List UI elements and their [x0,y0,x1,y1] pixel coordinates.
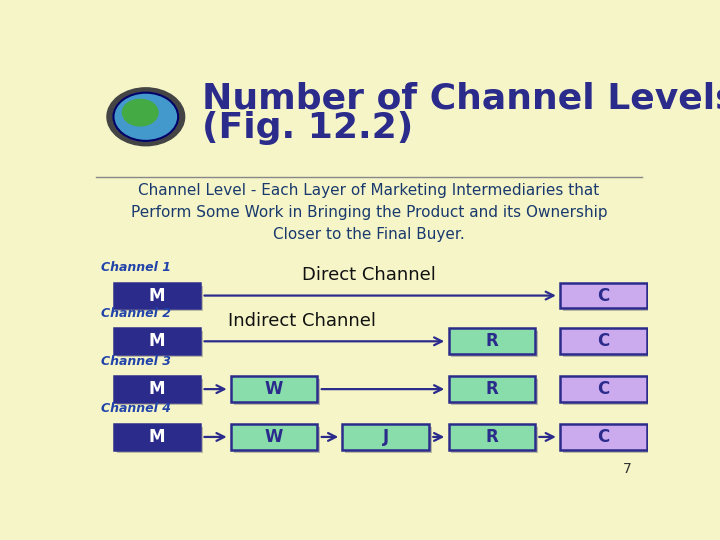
FancyBboxPatch shape [114,328,200,354]
Text: M: M [149,332,165,350]
FancyBboxPatch shape [234,379,320,405]
FancyBboxPatch shape [231,424,318,450]
FancyBboxPatch shape [117,332,203,357]
Text: Indirect Channel: Indirect Channel [228,312,376,329]
FancyBboxPatch shape [563,332,649,357]
Text: 7: 7 [623,462,631,476]
Text: C: C [597,428,610,446]
FancyBboxPatch shape [114,282,200,308]
FancyBboxPatch shape [563,286,649,312]
Text: R: R [485,428,498,446]
Text: C: C [597,287,610,305]
FancyBboxPatch shape [449,328,535,354]
FancyBboxPatch shape [231,376,318,402]
Text: Channel 1: Channel 1 [101,261,171,274]
FancyBboxPatch shape [563,379,649,405]
Text: R: R [485,380,498,398]
Text: Channel 2: Channel 2 [101,307,171,320]
FancyBboxPatch shape [451,379,538,405]
Text: M: M [149,380,165,398]
FancyBboxPatch shape [451,332,538,357]
FancyBboxPatch shape [346,427,432,453]
Text: Number of Channel Levels: Number of Channel Levels [202,82,720,116]
Circle shape [122,99,158,126]
FancyBboxPatch shape [560,424,647,450]
FancyBboxPatch shape [560,328,647,354]
FancyBboxPatch shape [449,376,535,402]
FancyBboxPatch shape [114,376,200,402]
Text: M: M [149,287,165,305]
Text: M: M [149,428,165,446]
Text: Direct Channel: Direct Channel [302,266,436,284]
Text: W: W [265,428,284,446]
FancyBboxPatch shape [451,427,538,453]
Text: C: C [597,380,610,398]
Text: W: W [265,380,284,398]
Text: Channel Level - Each Layer of Marketing Intermediaries that
Perform Some Work in: Channel Level - Each Layer of Marketing … [131,183,607,241]
FancyBboxPatch shape [117,427,203,453]
FancyBboxPatch shape [117,379,203,405]
FancyBboxPatch shape [563,427,649,453]
FancyBboxPatch shape [234,427,320,453]
Circle shape [107,88,184,146]
FancyBboxPatch shape [117,286,203,312]
Text: Channel 3: Channel 3 [101,354,171,368]
Circle shape [114,93,178,141]
FancyBboxPatch shape [343,424,429,450]
Text: (Fig. 12.2): (Fig. 12.2) [202,111,413,145]
FancyBboxPatch shape [560,376,647,402]
Text: J: J [382,428,389,446]
FancyBboxPatch shape [114,424,200,450]
FancyBboxPatch shape [449,424,535,450]
Text: R: R [485,332,498,350]
Text: Channel 4: Channel 4 [101,402,171,415]
Text: C: C [597,332,610,350]
FancyBboxPatch shape [560,282,647,308]
